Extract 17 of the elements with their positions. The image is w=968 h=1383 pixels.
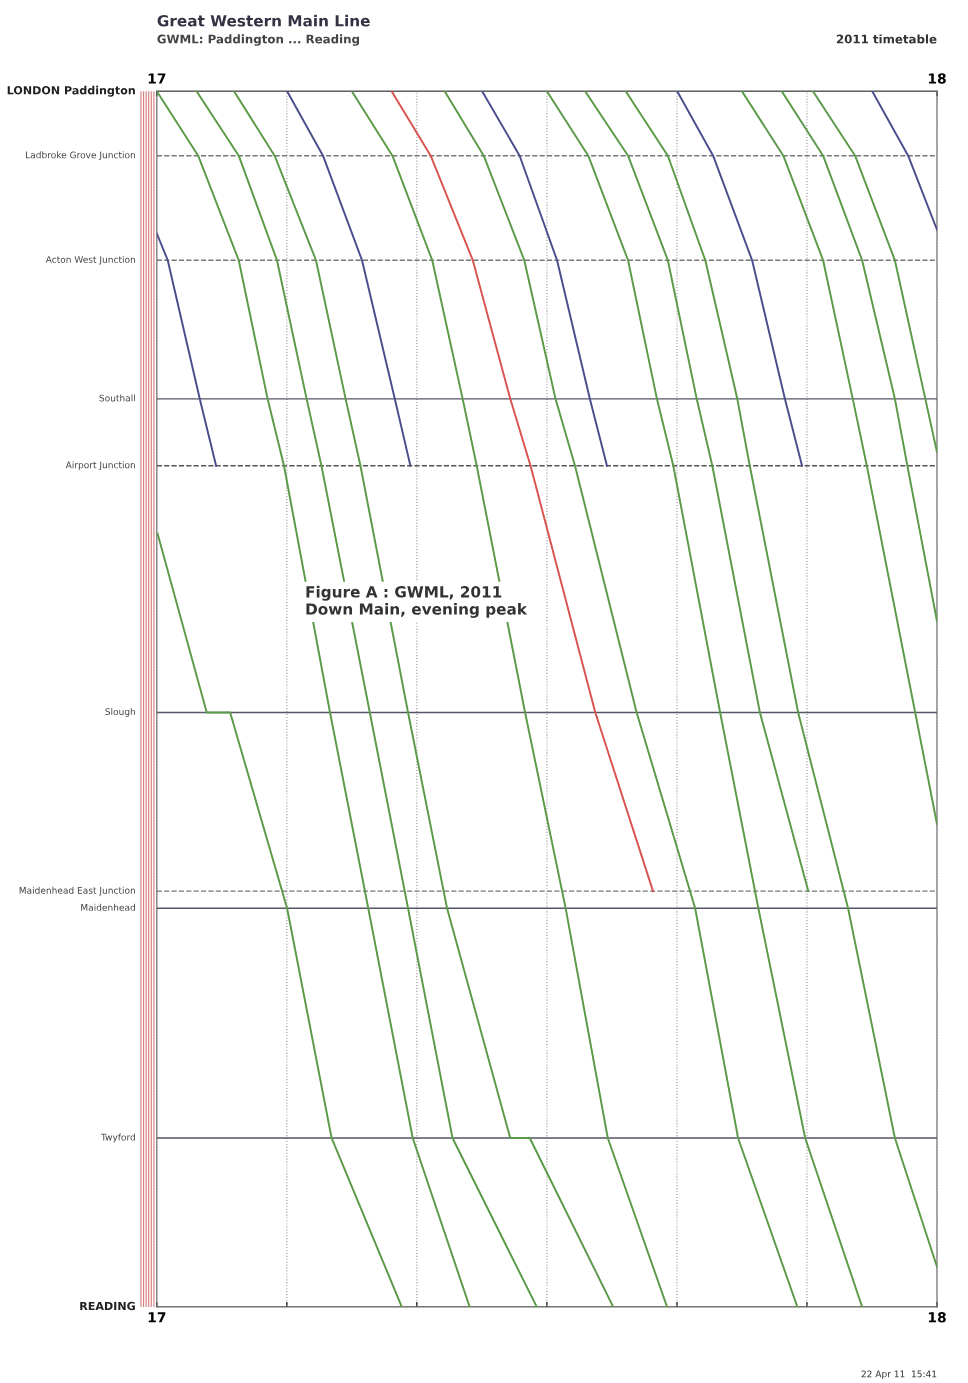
ref-line-label: Twyford — [100, 1133, 135, 1143]
text: 2011 timetable — [836, 34, 937, 44]
ref-line-label: LONDON Paddington — [7, 85, 135, 97]
ref-line-label: Southall — [99, 394, 135, 402]
ref-line-label: Slough — [105, 708, 135, 717]
ref-line-label: Acton West Junction — [45, 255, 135, 265]
x2-tick-label: 17 — [148, 1312, 166, 1323]
ref-line-label: Maidenhead East Junction — [19, 886, 135, 896]
x2-tick-label: 18 — [928, 1312, 946, 1323]
ref-line-label: READING — [80, 1301, 135, 1311]
chart-title: Great Western Main Line — [157, 14, 370, 27]
ref-line-label: Maidenhead — [81, 903, 135, 911]
chart-subtitle: GWML: Paddington ... Reading — [157, 34, 359, 46]
annotation: Figure A : GWML, 2011 Down Main, evening peak — [306, 585, 528, 618]
text: 22 Apr 11 15:41 — [861, 1370, 937, 1380]
ref-line-label: Ladbroke Grove Junction — [26, 151, 135, 161]
ref-line-label: Airport Junction — [65, 461, 135, 471]
